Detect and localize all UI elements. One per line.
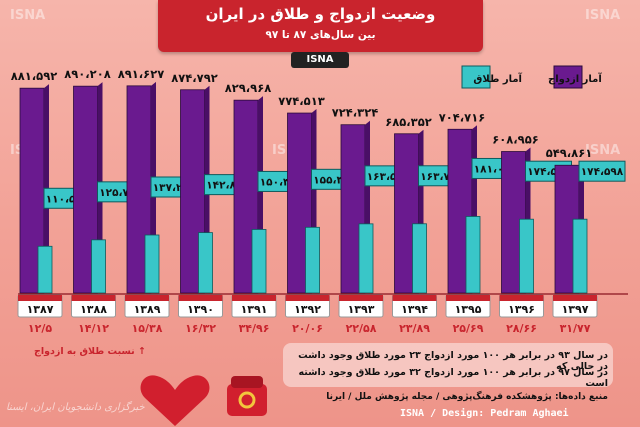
marriage-value-label: ۷۰۴،۷۱۶ — [439, 110, 485, 124]
arrow-up-icon: ↑ — [138, 346, 146, 357]
marriage-value-label: ۷۷۴،۵۱۳ — [278, 94, 324, 108]
calendar-top — [18, 295, 62, 301]
marriage-value-label: ۸۲۹،۹۶۸ — [225, 81, 271, 95]
legend-marriage-swatch — [553, 65, 583, 89]
marriage-value-label: ۸۹۱،۶۲۷ — [118, 67, 164, 81]
data-source: منبع داده‌ها: پژوهشکده فرهنگ‌پژوهی / مجل… — [326, 392, 608, 402]
year-label: ۱۳۹۲ — [294, 303, 321, 316]
divorce-bar — [37, 245, 53, 294]
ratio-value-label: ۱۵/۳۸ — [132, 322, 163, 335]
year-label: ۱۳۹۳ — [348, 303, 375, 316]
divorce-value-label: ۱۷۴،۵۹۸ — [581, 166, 624, 178]
calendar-top — [71, 295, 116, 301]
calendar-top — [392, 295, 437, 301]
note-line-2: در سال ۹۷ در برابر هر ۱۰۰ مورد ازدواج ۳۲… — [298, 367, 608, 389]
page-subtitle: بین سال‌های ۸۷ تا ۹۷ — [265, 29, 376, 41]
ratio-value-label: ۳۱/۷۷ — [560, 322, 591, 335]
divorce-bar — [251, 229, 267, 294]
ratio-value-label: ۲۸/۶۶ — [506, 322, 537, 335]
ratio-value-label: ۲۲/۵۸ — [346, 322, 377, 335]
year-label: ۱۳۹۵ — [455, 303, 482, 316]
ratio-value-label: ۱۲/۵ — [28, 322, 52, 335]
legend-divorce-text: آمار طلاق — [473, 72, 522, 85]
marriage-value-label: ۸۸۱،۵۹۲ — [11, 69, 57, 83]
year-label: ۱۳۹۰ — [187, 303, 214, 316]
watermark-top-left: ISNA — [10, 8, 46, 23]
year-label: ۱۳۹۱ — [241, 303, 268, 316]
ratio-value-label: ۱۶/۳۲ — [185, 322, 216, 335]
divorce-bar — [358, 223, 374, 294]
calendar-top — [499, 295, 544, 301]
design-credit: ISNA / Design: Pedram Aghaei — [400, 408, 569, 419]
marriage-value-label: ۸۷۴،۷۹۲ — [171, 71, 217, 85]
divorce-bar — [305, 226, 320, 294]
ratio-label: ↑ نسبت طلاق به ازدواج — [34, 346, 146, 357]
year-label: ۱۳۸۹ — [134, 303, 161, 316]
isna-logo-text: خبرگزاری دانشجویان ایران، ایسنا — [6, 402, 145, 413]
notes-box — [283, 343, 613, 387]
marriage-value-label: ۶۰۸،۹۵۶ — [492, 133, 538, 147]
ratio-value-label: ۲۵/۶۹ — [453, 322, 484, 335]
ratio-value-label: ۳۴/۹۶ — [239, 322, 270, 335]
ratio-label-text: نسبت طلاق به ازدواج — [34, 346, 135, 357]
calendar-top — [232, 295, 276, 301]
calendar-top — [446, 295, 490, 301]
marriage-value-label: ۶۸۵،۳۵۲ — [385, 115, 431, 129]
divorce-bar — [91, 239, 106, 294]
marriage-bar — [287, 112, 312, 294]
year-label: ۱۳۸۸ — [80, 303, 107, 316]
note-line-1: در سال ۹۳ در برابر هر ۱۰۰ مورد ازدواج ۲۳… — [298, 350, 608, 372]
divorce-bar — [465, 216, 481, 294]
divorce-label-box — [578, 160, 626, 182]
ratio-value-label: ۲۰/۰۶ — [292, 322, 323, 335]
divorce-bar — [412, 223, 427, 294]
divorce-bar — [572, 218, 588, 294]
marriage-value-label: ۵۴۹،۸۶۱ — [546, 146, 592, 160]
calendar-top — [125, 295, 169, 301]
year-label: ۱۳۹۴ — [401, 303, 428, 316]
ratio-value-label: ۲۳/۸۹ — [399, 322, 430, 335]
watermark-mid-right: ISNA — [585, 143, 621, 158]
year-label: ۱۳۸۷ — [27, 303, 54, 316]
marriage-value-label: ۸۹۰،۲۰۸ — [64, 67, 110, 81]
marriage-value-label: ۷۲۴،۳۲۴ — [332, 106, 378, 120]
ratio-value-label: ۱۴/۱۲ — [78, 322, 109, 335]
heart-ring-icon — [140, 375, 267, 426]
calendar-top — [178, 295, 223, 301]
page-title: وضعیت ازدواج و طلاق در ایران — [205, 5, 436, 23]
legend-divorce-swatch — [461, 65, 491, 89]
legend-marriage-label: آمار ازدواج — [548, 72, 602, 85]
divorce-bar — [144, 234, 160, 294]
calendar-top — [285, 295, 330, 301]
isna-badge: ISNA — [291, 52, 349, 68]
divorce-bar — [198, 232, 213, 294]
title-banner: وضعیت ازدواج و طلاق در ایران بین سال‌های… — [158, 0, 483, 52]
calendar-top — [553, 295, 597, 301]
divorce-bar — [519, 218, 534, 294]
watermark-top-right: ISNA — [585, 8, 621, 23]
year-label: ۱۳۹۷ — [562, 303, 589, 316]
year-label: ۱۳۹۶ — [508, 303, 535, 316]
calendar-top — [339, 295, 383, 301]
